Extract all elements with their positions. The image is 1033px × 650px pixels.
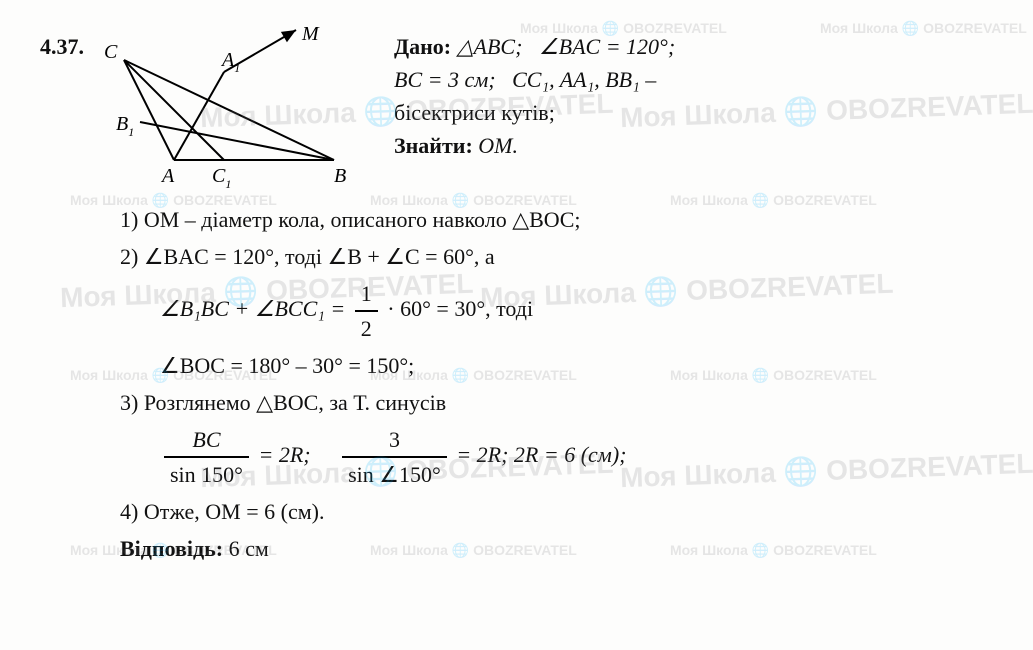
answer-line: Відповідь: 6 см (120, 532, 993, 565)
given-angle: ∠BAC = 120°; (539, 34, 675, 59)
given-line4: Знайти: OM. (394, 129, 993, 162)
answer-label: Відповідь: (120, 536, 223, 561)
given-block: Дано: △ABC; ∠BAC = 120°; BC = 3 см; CC₁,… (384, 30, 993, 162)
frac-half-den: 2 (355, 312, 378, 345)
s3-eq2: = 2R; 2R = 6 (см); (456, 442, 626, 467)
answer-value: 6 см (223, 536, 269, 561)
diagram-block: CMA1B1AC1B (104, 30, 384, 199)
svg-text:C: C (104, 41, 118, 63)
problem-number: 4.37. (40, 30, 96, 63)
given-line3: бісектриси кутів; (394, 96, 993, 129)
svg-text:B: B (334, 165, 346, 187)
given-line1: Дано: △ABC; ∠BAC = 120°; (394, 30, 993, 63)
s2b-right: · 60° = 30°, тоді (387, 296, 533, 321)
frac-3: 3 sin ∠150° (342, 423, 447, 491)
svg-text:A: A (160, 165, 175, 187)
step-2b: ∠B₁BC + ∠BCC₁ = 1 2 · 60° = 30°, тоді (160, 277, 993, 345)
given-triangle: △ABC; (457, 34, 523, 59)
label-dano: Дано: (394, 34, 451, 59)
svg-text:C1: C1 (212, 165, 231, 191)
s3-eq1: = 2R; (258, 442, 310, 467)
frac-3-den: sin ∠150° (342, 458, 447, 491)
svg-text:A1: A1 (220, 49, 240, 75)
svg-text:B1: B1 (116, 113, 134, 139)
frac-half: 1 2 (355, 277, 378, 345)
svg-text:M: M (301, 23, 320, 45)
frac-3-num: 3 (342, 423, 447, 458)
step-2c: ∠BOC = 180° – 30° = 150°; (160, 349, 993, 382)
given-bc: BC = 3 см; (394, 67, 496, 92)
given-line2: BC = 3 см; CC₁, AA₁, BB₁ – (394, 63, 993, 96)
step-3b: BC sin 150° = 2R; 3 sin ∠150° = 2R; 2R =… (160, 423, 993, 491)
step-2a: 2) ∠BAC = 120°, тоді ∠B + ∠C = 60°, а (120, 240, 993, 273)
geometry-diagram: CMA1B1AC1B (104, 30, 364, 190)
step-1: 1) OM – діаметр кола, описаного навколо … (120, 203, 993, 236)
frac-half-num: 1 (355, 277, 378, 312)
label-find: Знайти: (394, 133, 473, 158)
given-bis: CC₁, AA₁, BB₁ – (512, 67, 656, 92)
step-4: 4) Отже, OM = 6 (см). (120, 495, 993, 528)
frac-bc-num: BC (164, 423, 249, 458)
top-row: 4.37. CMA1B1AC1B Дано: △ABC; ∠BAC = 120°… (40, 30, 993, 199)
s2b-left: ∠B₁BC + ∠BCC₁ = (160, 296, 345, 321)
step-3a: 3) Розглянемо △BOC, за Т. синусів (120, 386, 993, 419)
find-target: OM. (478, 133, 518, 158)
frac-bc-den: sin 150° (164, 458, 249, 491)
frac-bc: BC sin 150° (164, 423, 249, 491)
